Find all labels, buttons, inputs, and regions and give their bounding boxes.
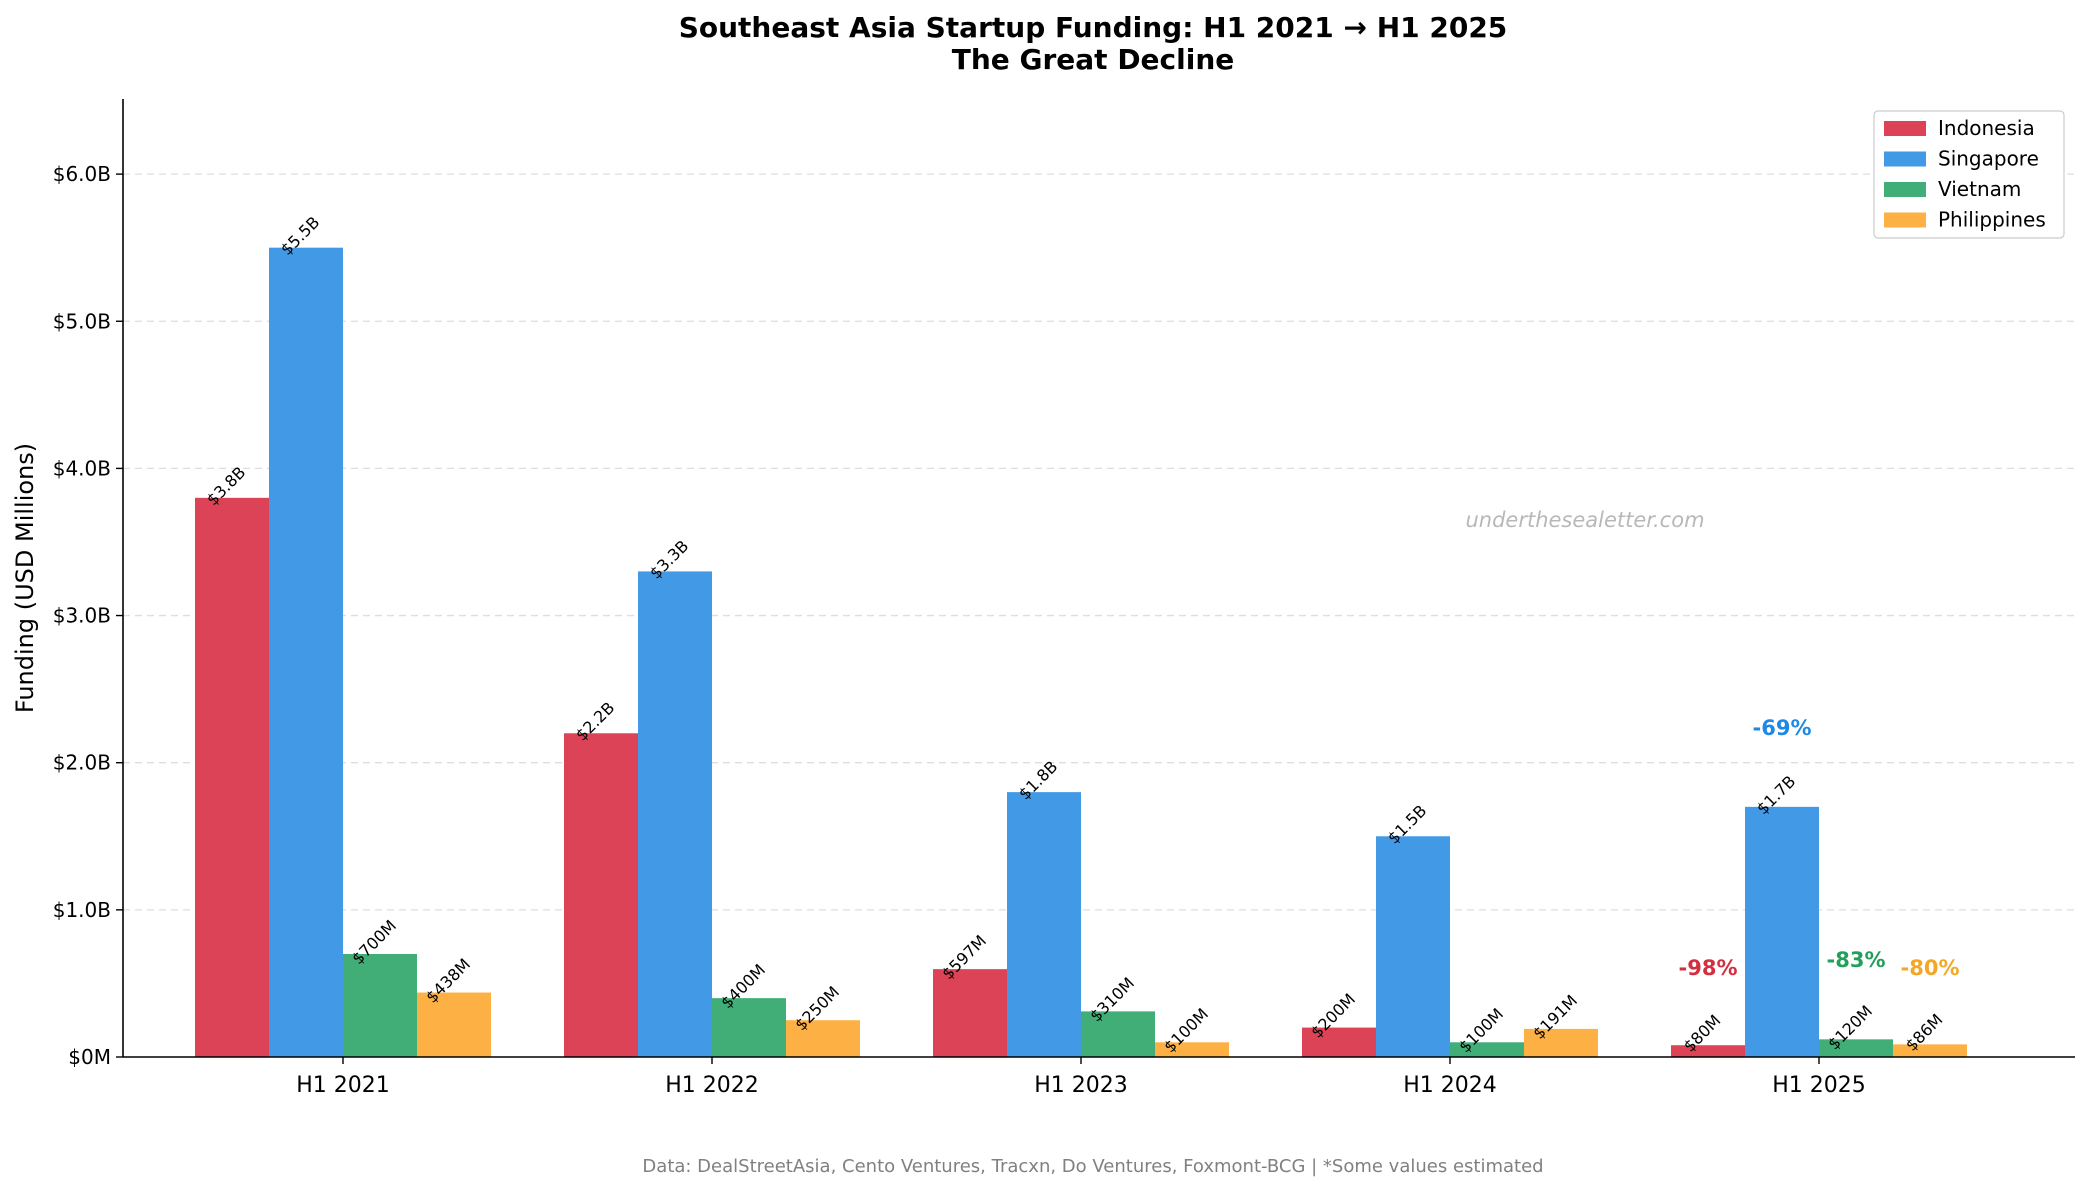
- bar-philippines: [786, 1020, 860, 1057]
- legend-box: [1873, 110, 2065, 239]
- y-ticks: $0M $1.0B $2.0B $3.0B $4.0B $5.0B $6.0B: [53, 162, 123, 1069]
- legend-swatch: [1884, 212, 1926, 228]
- bar-philippines: [1893, 1044, 1967, 1057]
- x-tick-label: H1 2022: [665, 1073, 759, 1098]
- x-tick-label: H1 2025: [1772, 1073, 1866, 1098]
- bar-vietnam: [1450, 1042, 1524, 1057]
- legend-swatch: [1884, 121, 1926, 136]
- bar-singapore: [1007, 792, 1081, 1057]
- y-tick-label: $2.0B: [53, 751, 111, 775]
- bar-indonesia: [1671, 1045, 1745, 1057]
- percent-change-label: -83%: [1827, 948, 1886, 972]
- y-tick-label: $3.0B: [53, 604, 111, 628]
- bar-indonesia: [564, 733, 638, 1057]
- bar-singapore: [269, 247, 343, 1058]
- y-tick-label: $0M: [68, 1045, 111, 1069]
- x-tick-label: H1 2021: [296, 1073, 390, 1098]
- bar-singapore: [638, 571, 712, 1057]
- bar-philippines: [1524, 1028, 1598, 1057]
- bar-indonesia: [1302, 1027, 1376, 1057]
- y-tick-label: $4.0B: [53, 456, 111, 480]
- bar-vietnam: [1081, 1011, 1155, 1057]
- percent-change-label: -98%: [1679, 956, 1738, 980]
- percent-change-label: -80%: [1901, 956, 1960, 980]
- y-tick-label: $1.0B: [53, 898, 111, 922]
- y-axis-label: Funding (USD Millions): [11, 443, 39, 713]
- legend-swatch: [1884, 151, 1926, 167]
- legend-label: Vietnam: [1938, 177, 2021, 201]
- y-tick-label: $5.0B: [53, 309, 111, 333]
- chart-subtitle: The Great Decline: [952, 43, 1235, 76]
- bar-singapore: [1376, 836, 1450, 1057]
- legend-label: Philippines: [1938, 208, 2046, 232]
- legend-swatch: [1884, 182, 1926, 197]
- data-labels: $3.8B$2.2B$597M$200M $80M-98%$5.5B$3.3B$1…: [203, 213, 1960, 1057]
- watermark-text: underthesealetter.com: [1465, 508, 1704, 532]
- bar-vietnam: [1819, 1039, 1893, 1057]
- legend-label: Indonesia: [1938, 116, 2035, 140]
- x-ticks: H1 2021 H1 2022 H1 2023 H1 2024 H1 2025: [296, 1057, 1866, 1098]
- bar-singapore: [1745, 806, 1819, 1057]
- bar-indonesia: [933, 969, 1007, 1057]
- bar-philippines: [1155, 1042, 1229, 1057]
- bar-vietnam: [343, 953, 417, 1057]
- source-footer: Data: DealStreetAsia, Cento Ventures, Tr…: [642, 1156, 1543, 1177]
- y-tick-label: $6.0B: [53, 162, 111, 186]
- legend: Indonesia Singapore Vietnam Philippines: [1873, 110, 2065, 239]
- bars: [195, 247, 1967, 1058]
- x-tick-label: H1 2024: [1403, 1073, 1497, 1098]
- percent-change-label: -69%: [1753, 716, 1812, 740]
- bar-indonesia: [195, 497, 269, 1058]
- bar-philippines: [417, 992, 491, 1057]
- bar-vietnam: [712, 998, 786, 1057]
- x-tick-label: H1 2023: [1034, 1073, 1128, 1098]
- legend-label: Singapore: [1938, 147, 2039, 171]
- chart-title: Southeast Asia Startup Funding: H1 2021 …: [679, 11, 1508, 44]
